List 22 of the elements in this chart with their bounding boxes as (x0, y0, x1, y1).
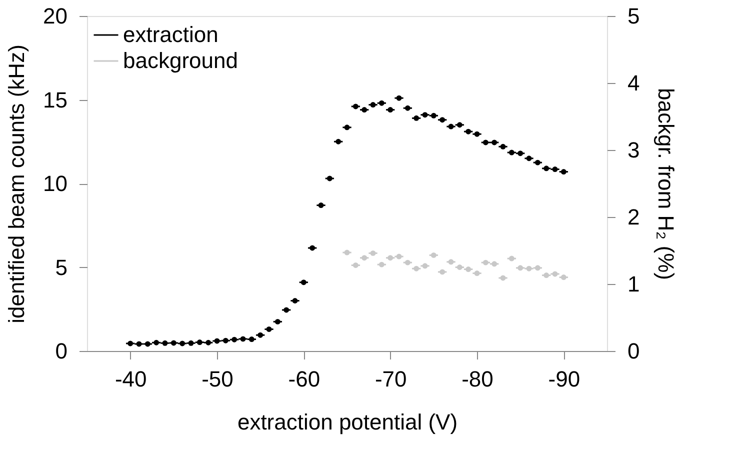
y2-tick-label: 0 (628, 338, 640, 364)
y-tick-label: 15 (43, 87, 68, 112)
y2-tick-label: 4 (628, 70, 640, 96)
y-tick-label: 10 (43, 171, 68, 196)
y2-tick-label: 1 (628, 272, 640, 296)
x-axis-title: extraction potential (V) (237, 410, 458, 434)
x-tick-label: -80 (462, 366, 494, 392)
y-tick-label: 20 (43, 4, 68, 28)
y2-axis-title: backgr. from H₂ (%) (654, 88, 679, 280)
y-tick-label: 0 (55, 338, 68, 364)
legend-label: background (123, 48, 238, 73)
y-tick-label: 5 (55, 254, 68, 280)
x-tick-label: -40 (114, 366, 147, 392)
legend-label: extraction (123, 22, 218, 47)
y2-tick-label: 5 (628, 4, 640, 28)
x-tick-label: -90 (548, 366, 580, 392)
y2-tick-label: 2 (628, 204, 640, 230)
y2-tick-label: 3 (628, 138, 640, 162)
x-tick-label: -50 (202, 366, 234, 392)
x-tick-label: -60 (288, 366, 320, 392)
x-tick-label: -70 (374, 366, 407, 392)
y-axis-title: identified beam counts (kHz) (4, 44, 30, 324)
